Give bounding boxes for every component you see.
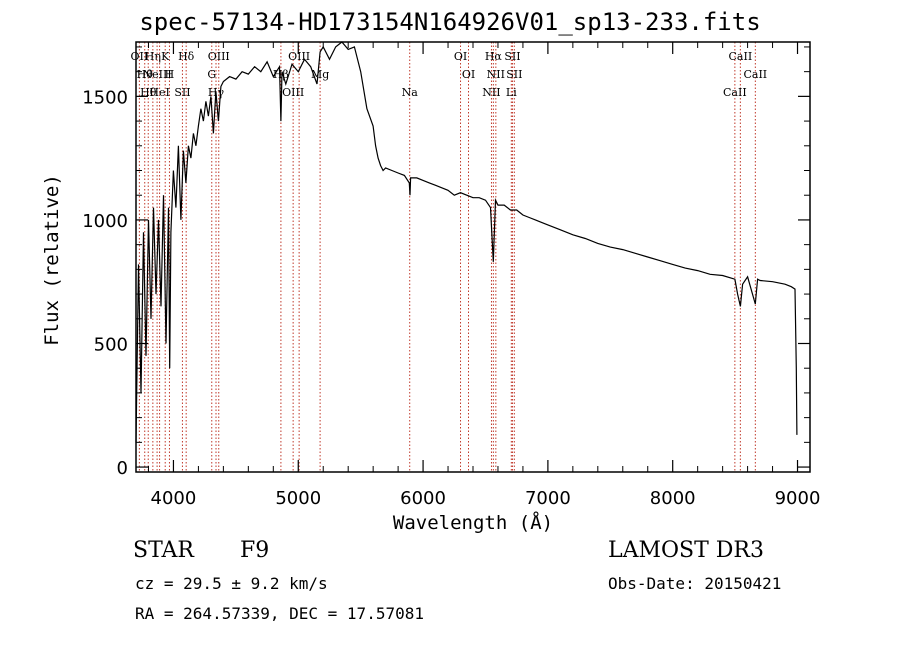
line-label-0: OII bbox=[131, 50, 149, 63]
redshift-readout: cz = 29.5 ± 9.2 km/s bbox=[135, 574, 328, 593]
line-label-19: OI bbox=[462, 68, 475, 81]
x-tick-label-2: 6000 bbox=[400, 488, 446, 509]
x-tick-label-5: 9000 bbox=[775, 488, 821, 509]
line-label-16: Mg bbox=[311, 68, 329, 81]
x-tick-label-3: 7000 bbox=[525, 488, 571, 509]
spectrum-series-line bbox=[135, 41, 798, 443]
line-label-10: G bbox=[207, 68, 216, 81]
object-type: STAR bbox=[133, 538, 194, 563]
y-tick-label-0: 0 bbox=[117, 458, 128, 479]
line-label-3: Hη bbox=[145, 50, 161, 63]
emission-line-markers bbox=[138, 42, 756, 472]
spectral-subclass: F9 bbox=[240, 538, 270, 563]
line-label-21: Hα bbox=[485, 50, 503, 63]
line-label-12: OIII bbox=[208, 50, 230, 63]
line-label-15: OIII bbox=[288, 50, 310, 63]
plot-frame bbox=[135, 41, 811, 473]
survey-name: LAMOST DR3 bbox=[608, 538, 764, 563]
x-tick-label-4: 8000 bbox=[650, 488, 696, 509]
y-tick-label-1: 500 bbox=[94, 334, 128, 355]
x-tick-label-1: 5000 bbox=[275, 488, 321, 509]
line-label-2: Hθ bbox=[140, 86, 157, 99]
line-label-20: NII bbox=[482, 86, 500, 99]
line-label-26: CaII bbox=[723, 86, 747, 99]
line-label-5: HeI bbox=[149, 86, 169, 99]
y-axis-ticks: 0 500 1000 1500 bbox=[82, 46, 810, 479]
y-tick-label-3: 1500 bbox=[82, 87, 128, 108]
line-label-17: Na bbox=[402, 86, 419, 99]
sky-coordinates: RA = 264.57339, DEC = 17.57081 bbox=[135, 604, 424, 623]
x-axis-label: Wavelength (Å) bbox=[393, 511, 553, 534]
y-axis-label: Flux (relative) bbox=[41, 174, 63, 346]
line-label-28: CaII bbox=[743, 68, 767, 81]
line-label-24: SII bbox=[504, 50, 520, 63]
line-label-6: K bbox=[161, 50, 170, 63]
line-label-9: Hδ bbox=[178, 50, 195, 63]
emission-line-labels: OIIHθHθHηNeIIIHeIKHSIIHδGHγOIIIHβOIIIOII… bbox=[131, 50, 768, 99]
x-axis-ticks: 4000 5000 6000 7000 8000 9000 bbox=[147, 42, 821, 509]
line-label-8: SII bbox=[174, 86, 190, 99]
chart-title: spec-57134-HD173154N164926V01_sp13-233.f… bbox=[139, 8, 761, 36]
line-label-25: SII bbox=[506, 68, 522, 81]
line-label-4: NeIII bbox=[143, 68, 172, 81]
line-label-27: CaII bbox=[729, 50, 753, 63]
line-label-18: OI bbox=[454, 50, 467, 63]
line-label-23: Li bbox=[506, 86, 517, 99]
line-label-13: Hβ bbox=[273, 68, 289, 81]
y-tick-label-2: 1000 bbox=[82, 211, 128, 232]
observation-date: Obs-Date: 20150421 bbox=[608, 574, 782, 593]
line-label-7: H bbox=[165, 68, 175, 81]
line-label-22: NII bbox=[487, 68, 505, 81]
line-label-14: OIII bbox=[282, 86, 304, 99]
x-tick-label-0: 4000 bbox=[151, 488, 197, 509]
